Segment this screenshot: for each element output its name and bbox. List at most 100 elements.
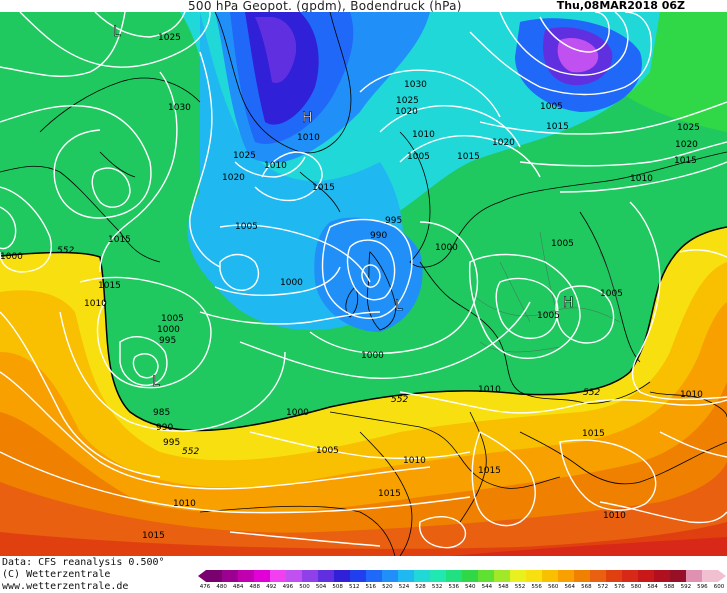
isobar-label: 1000 xyxy=(0,252,23,262)
band-488 xyxy=(255,17,297,83)
colorbar-swatch xyxy=(510,570,527,582)
isobar-label: 995 xyxy=(163,438,180,448)
isobar-label: 1005 xyxy=(540,102,563,112)
coastlines xyxy=(0,12,727,556)
isobar-label: 1030 xyxy=(404,80,427,90)
isobar-label: 1015 xyxy=(478,466,501,476)
colorbar-tick-label: 540 xyxy=(465,584,476,590)
isobar-label: 1000 xyxy=(286,408,309,418)
colorbar-swatch xyxy=(382,570,399,582)
isobar-label: 1015 xyxy=(142,531,165,541)
colorbar-swatch xyxy=(446,570,463,582)
isobar-label: 1000 xyxy=(157,325,180,335)
isobar-label: 1010 xyxy=(412,130,435,140)
isobar-label: 1010 xyxy=(297,133,320,143)
high-pressure-symbol: H xyxy=(302,110,313,126)
colorbar-swatch xyxy=(270,570,287,582)
colorbar-tick-label: 568 xyxy=(581,584,592,590)
colorbar-swatch xyxy=(494,570,511,582)
isobar-label: 990 xyxy=(370,231,387,241)
isobar-label: 1010 xyxy=(603,511,626,521)
colorbar-swatch xyxy=(462,570,479,582)
colorbar-swatch xyxy=(590,570,607,582)
colorbar-tick-label: 544 xyxy=(481,584,493,590)
band-576 xyxy=(0,462,727,556)
colorbar-swatch xyxy=(622,570,639,582)
isobar-label: 1005 xyxy=(161,314,184,324)
colorbar-tick-label: 592 xyxy=(680,584,692,590)
low-pressure-symbol: L xyxy=(113,24,121,40)
colorbar-arrow-right xyxy=(718,570,726,582)
colorbar-swatch xyxy=(686,570,703,582)
isobar-label: 1015 xyxy=(98,281,121,291)
colorbar-tick-label: 524 xyxy=(398,584,410,590)
colorbar-tick-label: 516 xyxy=(365,584,377,590)
band-572 xyxy=(0,382,727,556)
colorbar-tick-label: 492 xyxy=(266,584,277,590)
colorbar-swatch xyxy=(350,570,367,582)
colorbar-swatch xyxy=(526,570,543,582)
isobar-label: 995 xyxy=(159,336,176,346)
weather-map: 1025 1030 1025 1020 1010 1015 1005 1000 … xyxy=(0,12,727,556)
isobar-label: 1015 xyxy=(378,489,401,499)
colorbar-swatch xyxy=(206,570,223,582)
band-580 xyxy=(0,522,727,556)
isobar-label: 1020 xyxy=(395,107,418,117)
isobar-label: 1010 xyxy=(84,299,107,309)
colorbar-tick-label: 560 xyxy=(547,584,559,590)
isobar-label: 1025 xyxy=(158,33,181,43)
colorbar-tick-label: 528 xyxy=(415,584,426,590)
colorbar-tick-label: 488 xyxy=(249,584,260,590)
website-link[interactable]: www.wetterzentrale.de xyxy=(2,581,129,592)
colorbar-tick-label: 480 xyxy=(216,584,227,590)
band-584 xyxy=(450,537,727,556)
isobar-label: 1005 xyxy=(235,222,258,232)
isobar-label: 990 xyxy=(156,423,173,433)
isobar-labels: 1025 1030 1025 1020 1010 1015 1005 1000 … xyxy=(0,33,703,541)
colorbar-tick-label: 476 xyxy=(199,584,211,590)
valid-time: Thu,08MAR2018 06Z xyxy=(556,0,685,12)
isobar-label: 1015 xyxy=(674,156,697,166)
colorbar-swatch xyxy=(702,570,719,582)
colorbar-tick-label: 588 xyxy=(664,584,675,590)
colorbar-tick-label: 576 xyxy=(614,584,625,590)
isobar-label: 1010 xyxy=(680,390,703,400)
isobar-label: 1010 xyxy=(478,385,501,395)
isobar-label: 1010 xyxy=(403,456,426,466)
colorbar-tick-label: 504 xyxy=(315,584,327,590)
colorbar-swatch xyxy=(478,570,495,582)
isobar-label: 1000 xyxy=(280,278,303,288)
colorbar-tick-label: 584 xyxy=(647,584,658,590)
title-bar: 500 hPa Geopot. (gpdm), Bodendruck (hPa)… xyxy=(0,0,727,13)
colorbar-tick-label: 556 xyxy=(531,584,542,590)
colorbar-swatch xyxy=(558,570,575,582)
colorbar-swatch xyxy=(398,570,415,582)
geopotential-labels: 552 552 552 552 xyxy=(57,246,600,457)
isobar-label: 995 xyxy=(385,216,402,226)
pressure-centers: H H L L L xyxy=(113,24,574,391)
isobar-label: 1030 xyxy=(168,103,191,113)
footer: Data: CFS reanalysis 0.500° (C) Wetterze… xyxy=(0,556,727,593)
geopotential-label: 552 xyxy=(583,388,600,398)
colorbar-tick-label: 508 xyxy=(332,584,343,590)
map-title: 500 hPa Geopot. (gpdm), Bodendruck (hPa) xyxy=(188,0,462,13)
colorbar-swatch xyxy=(606,570,623,582)
low-pressure-symbol: L xyxy=(395,298,403,314)
colorbar-tick-label: 572 xyxy=(597,584,609,590)
isobar-label: 1025 xyxy=(677,123,700,133)
isobar-label: 1005 xyxy=(537,311,560,321)
data-source: Data: CFS reanalysis 0.500° xyxy=(2,557,165,568)
colorbar-tick-label: 512 xyxy=(348,584,360,590)
isobar-label: 1000 xyxy=(435,243,458,253)
colorbar-arrow-left xyxy=(198,570,206,582)
colorbar-swatch xyxy=(254,570,271,582)
isobar-label: 1005 xyxy=(551,239,574,249)
isobar-label: 1015 xyxy=(108,235,131,245)
low-pressure-symbol: L xyxy=(152,374,160,390)
isobar-label: 1025 xyxy=(233,151,256,161)
isobar-label: 1010 xyxy=(264,161,287,171)
isobar-label: 1010 xyxy=(630,174,653,184)
isobar-label: 1025 xyxy=(396,96,419,106)
colorbar-swatch xyxy=(286,570,303,582)
geopotential-label: 552 xyxy=(182,447,199,457)
